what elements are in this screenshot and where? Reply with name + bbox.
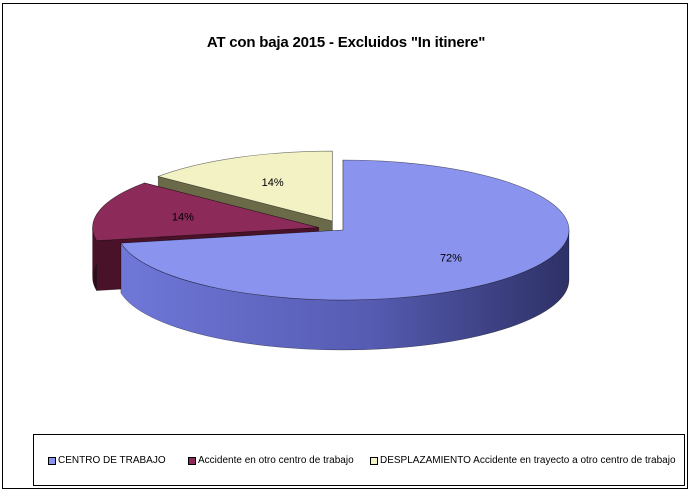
data-label-centro-de-trabajo: 72% (440, 253, 462, 265)
legend-swatch-desplazamiento (370, 456, 378, 465)
chart-area: AT con baja 2015 - Excluidos "In itinere… (2, 3, 688, 489)
legend-label-centro-de-trabajo: CENTRO DE TRABAJO (58, 455, 166, 466)
chart-title: AT con baja 2015 - Excluidos "In itinere… (206, 34, 486, 51)
pie-chart: 14% 14% 72% (92, 150, 570, 351)
pie-slice-centro-de-trabajo (120, 159, 570, 351)
legend-label-otro-centro: Accidente en otro centro de trabajo (198, 455, 354, 466)
legend-swatch-otro-centro (188, 456, 196, 465)
data-label-otro-centro: 14% (172, 212, 194, 224)
legend-item-centro-de-trabajo: CENTRO DE TRABAJO (48, 455, 166, 466)
legend-swatch-centro-de-trabajo (48, 456, 56, 465)
data-label-desplazamiento: 14% (262, 177, 284, 189)
legend: CENTRO DE TRABAJO Accidente en otro cent… (33, 434, 685, 486)
legend-item-otro-centro: Accidente en otro centro de trabajo (188, 455, 354, 466)
legend-item-desplazamiento: DESPLAZAMIENTO Accidente en trayecto a o… (370, 455, 676, 466)
legend-label-desplazamiento: DESPLAZAMIENTO Accidente en trayecto a o… (380, 455, 676, 466)
